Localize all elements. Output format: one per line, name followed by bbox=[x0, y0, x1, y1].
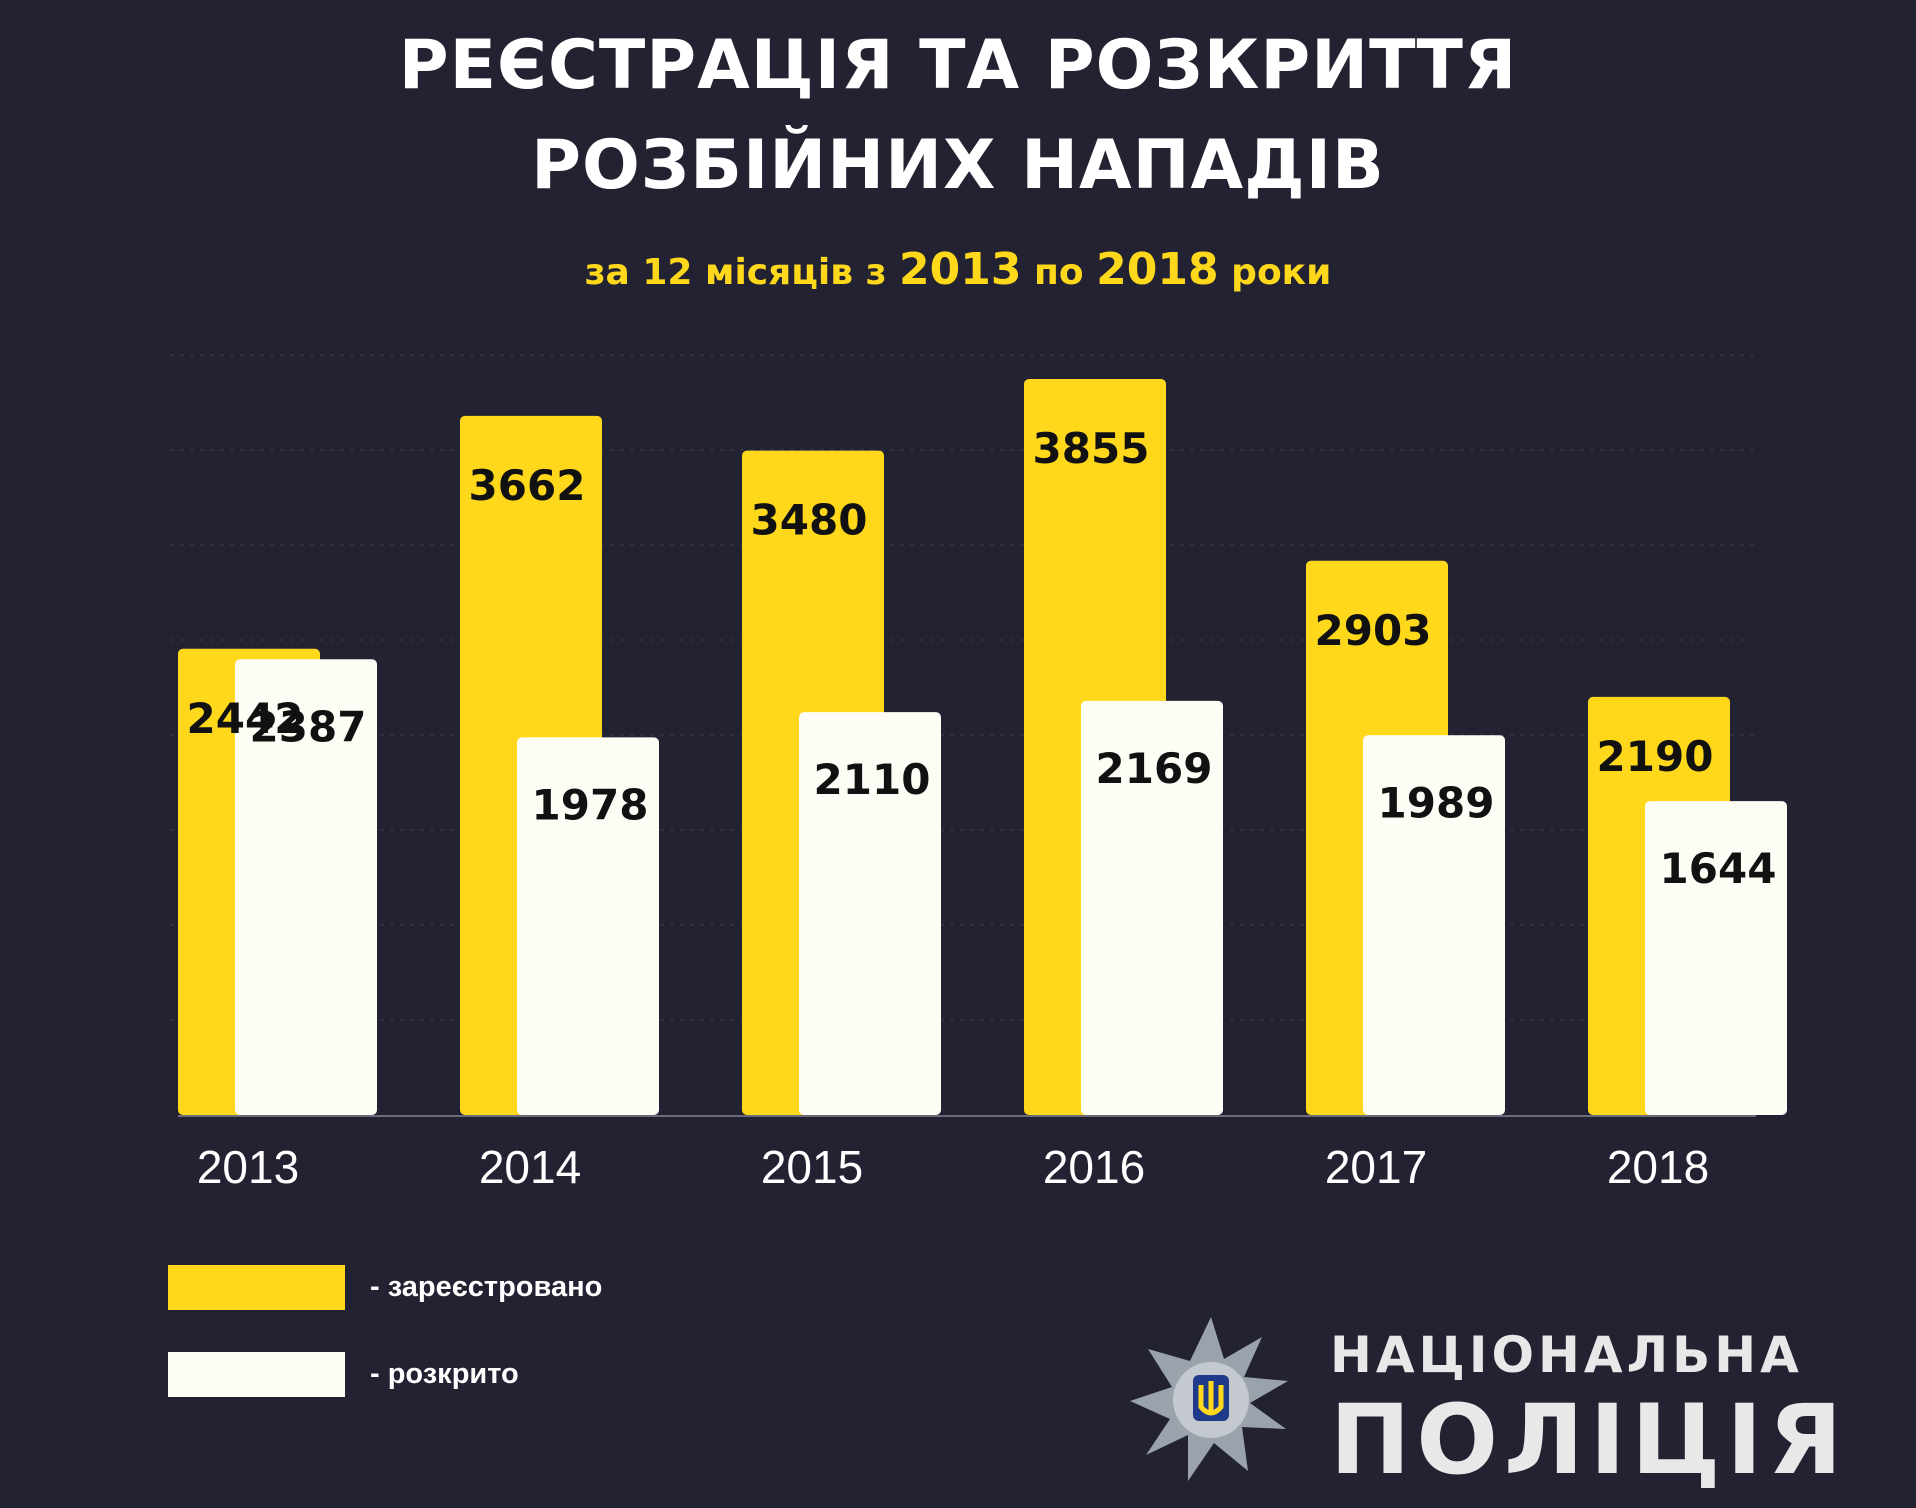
x-tick-label-2016: 2016 bbox=[1043, 1141, 1145, 1193]
data-label-registered-2014: 3662 bbox=[469, 461, 586, 510]
data-label-registered-2016: 3855 bbox=[1033, 424, 1150, 473]
police-star-emblem-icon bbox=[1130, 1317, 1288, 1481]
bar-solved-2016 bbox=[1081, 700, 1223, 1115]
emblem-trident bbox=[1198, 1381, 1224, 1416]
bar-solved-2017 bbox=[1363, 735, 1505, 1115]
chart-subtitle: за 12 місяців з 2013 по 2018 роки bbox=[0, 240, 1916, 303]
legend-label-registered: - зареєстровано bbox=[370, 1271, 603, 1303]
subtitle-post: роки bbox=[1218, 252, 1332, 293]
data-label-registered-2018: 2190 bbox=[1597, 732, 1714, 781]
subtitle-pre: за 12 місяців з bbox=[584, 252, 900, 293]
data-label-solved-2018: 1644 bbox=[1660, 844, 1777, 893]
data-label-registered-2015: 3480 bbox=[751, 496, 868, 545]
chart-title-line1: РЕЄСТРАЦІЯ ТА РОЗКРИТТЯ bbox=[398, 26, 1518, 105]
legend-swatch-registered bbox=[168, 1265, 345, 1310]
x-tick-label-2015: 2015 bbox=[761, 1141, 863, 1193]
legend-label-solved: - розкрито bbox=[370, 1358, 519, 1390]
bar-solved-2015 bbox=[799, 712, 941, 1115]
bar-solved-2014 bbox=[517, 737, 659, 1115]
x-tick-label-2018: 2018 bbox=[1607, 1141, 1709, 1193]
subtitle-year-to: 2018 bbox=[1096, 244, 1219, 295]
data-label-solved-2017: 1989 bbox=[1378, 778, 1495, 827]
logo-text-line1: НАЦІОНАЛЬНА bbox=[1330, 1326, 1803, 1384]
legend-swatch-solved bbox=[168, 1352, 345, 1397]
data-label-solved-2013: 2387 bbox=[250, 702, 367, 751]
chart-title-line2: РОЗБІЙНИХ НАПАДІВ bbox=[531, 126, 1385, 205]
bar-solved-2013 bbox=[235, 659, 377, 1115]
subtitle-year-from: 2013 bbox=[899, 244, 1022, 295]
x-tick-label-2014: 2014 bbox=[479, 1141, 581, 1193]
data-label-solved-2015: 2110 bbox=[814, 755, 931, 804]
data-label-registered-2013: 2442 bbox=[187, 694, 304, 743]
x-tick-label-2013: 2013 bbox=[197, 1141, 299, 1193]
bar-solved-2018 bbox=[1645, 801, 1787, 1115]
x-tick-label-2017: 2017 bbox=[1325, 1141, 1427, 1193]
logo-text-line2: ПОЛІЦІЯ bbox=[1330, 1384, 1849, 1496]
subtitle-mid: по bbox=[1021, 252, 1097, 293]
data-label-solved-2016: 2169 bbox=[1096, 744, 1213, 793]
data-label-registered-2017: 2903 bbox=[1315, 606, 1432, 655]
data-label-solved-2014: 1978 bbox=[532, 780, 649, 829]
